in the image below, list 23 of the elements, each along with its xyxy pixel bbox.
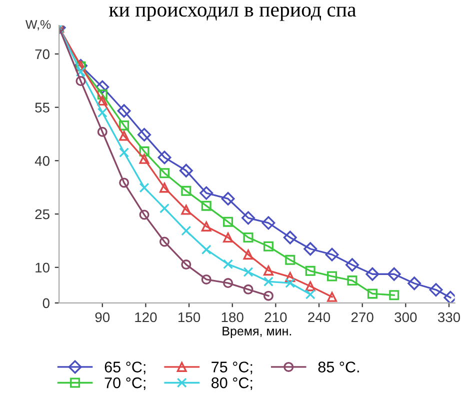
y-tick-label: 70 bbox=[35, 49, 50, 60]
y-tick-label: 55 bbox=[35, 102, 50, 112]
x-tick-label: 180 bbox=[222, 312, 244, 322]
y-tick-label: 10 bbox=[36, 262, 50, 273]
x-tick-label: 330 bbox=[438, 312, 460, 322]
y-tick-label: 40 bbox=[34, 156, 50, 166]
legend-label: 80 °C; bbox=[212, 377, 252, 390]
x-tick-label: 300 bbox=[394, 312, 417, 322]
x-tick-label: 270 bbox=[351, 312, 374, 322]
x-axis-title: Время, мин. bbox=[222, 326, 292, 338]
legend-label: 75 °C; bbox=[212, 362, 252, 374]
y-tick-label: 25 bbox=[35, 209, 50, 220]
y-tick-label: 0 bbox=[42, 298, 50, 308]
legend-label: 85 °C. bbox=[318, 362, 359, 372]
y-axis-title: W,% bbox=[25, 20, 51, 30]
legend-label: 70 °C; bbox=[104, 377, 146, 390]
text: ки происходил в период спа bbox=[109, 6, 356, 21]
legend-label: 65 °C; bbox=[104, 362, 146, 374]
x-tick-label: 210 bbox=[264, 312, 287, 322]
x-tick-label: 240 bbox=[308, 312, 330, 322]
x-tick-label: 120 bbox=[135, 312, 157, 322]
x-tick-label: 150 bbox=[178, 312, 200, 322]
x-tick-label: 90 bbox=[95, 312, 110, 322]
